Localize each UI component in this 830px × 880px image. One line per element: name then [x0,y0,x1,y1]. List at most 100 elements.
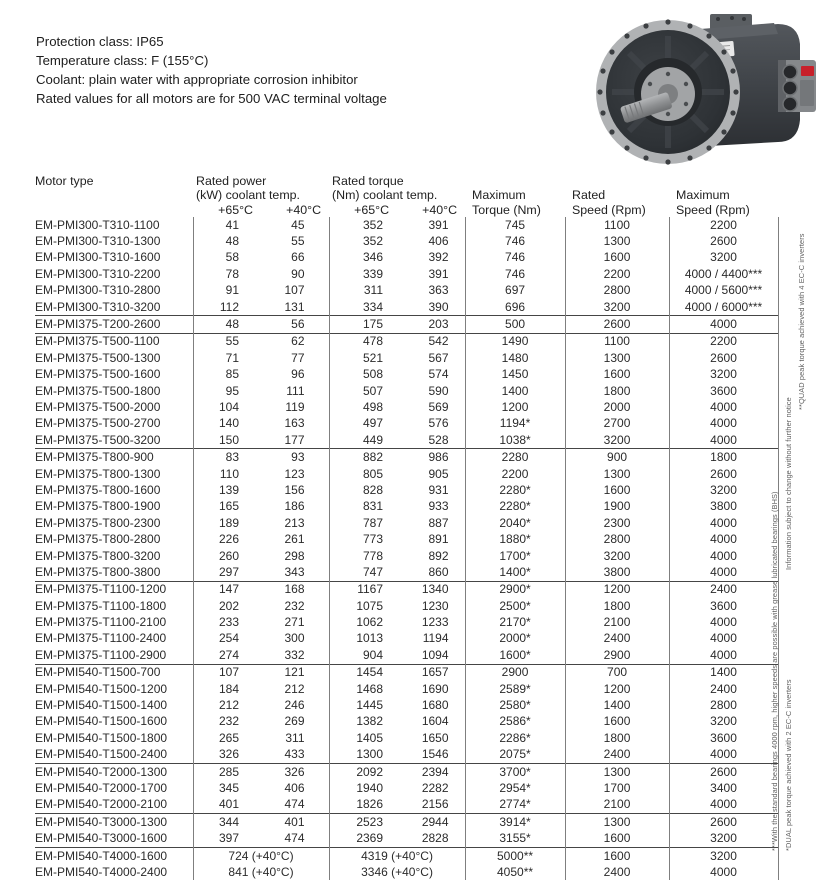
table-cell: 2800 [564,531,670,548]
col-header-power-coolant: (kW) coolant temp. [196,188,300,202]
table-row: EM-PMI375-T500-2700 140 163 497 576 1194* 2700… [35,415,779,433]
table-cell: 569 [428,399,449,414]
table-cell: 246 [284,698,305,713]
table-cell: 2900 [564,647,670,665]
table-cell: 107 [284,283,305,298]
table-cell: 1200 [564,580,670,598]
table-cell: 345 [192,780,261,797]
table-cell: 3600 [668,730,779,747]
table-cell: 497 [328,415,398,433]
table-row: EM-PMI375-T200-2600 48 56 175 203 500 2600 4000 [35,315,779,334]
col-header-max-torque-2: Torque (Nm) [472,203,541,217]
table-cell: 1094 [421,647,449,662]
col-header-torque-coolant: (Nm) coolant temp. [332,188,438,202]
table-cell: 2092 [328,762,398,781]
table-cell: 498 [328,399,398,416]
table-cell: 2400 [668,680,779,698]
table-cell: 1468 [328,680,398,698]
table-row: EM-PMI375-T500-2000 104 119 498 569 1200 2000 4… [35,399,779,416]
spec-table-header: Motor type Rated power Rated torque (kW)… [35,174,778,217]
table-cell: 1167 [328,580,398,598]
table-cell: EM-PMI540-T4000-2400 [35,864,168,879]
table-cell: 93 [261,448,330,466]
table-cell: EM-PMI540-T1500-1600 [35,714,168,729]
table-cell: 1900 [564,498,670,516]
table-cell: 406 [428,234,449,249]
table-cell: 78 [192,266,261,283]
table-cell: 696 [464,298,566,316]
table-cell: EM-PMI540-T4000-1600 [35,846,193,865]
table-cell: 123 [284,466,305,481]
table-cell: 2600 [668,813,779,831]
table-cell: EM-PMI375-T1100-1200 [35,580,193,598]
table-cell: EM-PMI375-T1100-2900 [35,647,167,662]
table-cell: 2280 [464,448,566,466]
table-row: EM-PMI375-T800-1900 165 186 831 933 2280* 1900… [35,498,779,516]
table-cell: 96 [291,367,305,382]
table-cell: 746 [464,266,566,283]
table-row: EM-PMI375-T500-1100 55 62 478 542 1490 1100 220… [35,332,779,351]
table-cell: 1600* [464,647,566,665]
table-cell: EM-PMI375-T500-2700 [35,416,161,431]
table-cell: 900 [564,448,670,466]
table-row: EM-PMI300-T310-2800 91 107 311 363 697 2800 400… [35,282,779,299]
table-cell: 260 [192,547,261,565]
table-cell: 3800 [564,564,670,582]
table-cell: EM-PMI375-T800-900 [35,448,193,466]
table-row: EM-PMI375-T500-1300 71 77 521 567 1480 1300 260… [35,350,779,367]
col-header-torque-40: +40°C [422,203,458,217]
table-cell: 3200 [668,482,779,499]
table-cell: 3200 [668,249,779,267]
table-cell: 1600 [564,482,670,499]
table-cell: 2600 [668,233,779,250]
spec-line-temperature-class: Temperature class: F (155°C) [36,53,209,68]
footnote-bearings: ***With the standard bearings 4000 rpm, … [770,491,779,851]
table-cell: 311 [328,282,398,299]
footnote-dual: *DUAL peak torque achieved with 2 EC-C i… [784,679,793,851]
table-cell: 2286* [464,730,566,747]
table-cell: 745 [464,217,566,234]
table-cell: EM-PMI375-T200-2600 [35,315,193,334]
table-cell: 882 [328,448,398,466]
table-cell: 1880* [464,531,566,548]
table-cell: 2200 [464,465,566,483]
table-cell: EM-PMI540-T1500-2400 [35,747,168,762]
table-row: EM-PMI375-T1100-2900 274 332 904 1094 1600* 29… [35,647,779,665]
spec-line-coolant: Coolant: plain water with appropriate co… [36,72,358,87]
table-cell: 1013 [328,630,398,648]
table-cell: 433 [284,747,305,762]
table-cell: 2200 [668,332,779,351]
table-cell: 95 [192,382,261,400]
table-cell: 391 [428,266,449,281]
footnote-quad: **QUAD peak torque achieved with 4 EC-C … [797,233,806,410]
table-cell: 2800 [564,282,670,299]
table-cell: 4000 / 6000*** [668,298,779,316]
table-cell: 4000 [668,614,779,631]
table-cell: EM-PMI540-T1500-700 [35,663,193,681]
motor-shaft [620,92,672,123]
table-cell: 213 [284,515,305,530]
table-cell: 274 [192,647,261,665]
table-cell: 500 [464,315,566,334]
table-cell: 747 [328,564,398,582]
table-cell: 2300 [564,515,670,532]
table-cell: 1604 [421,714,449,729]
table-cell: 202 [192,597,261,615]
table-row: EM-PMI375-T800-900 83 93 882 986 2280 900 1800 [35,448,779,466]
table-cell: 326 [261,762,330,781]
table-cell: 700 [564,663,670,681]
table-cell: 1062 [328,614,398,631]
table-cell: 150 [192,432,261,449]
table-cell: EM-PMI375-T800-3200 [35,548,161,563]
table-cell: 933 [428,499,449,514]
table-cell: 390 [428,299,449,314]
table-cell: 110 [192,465,261,483]
table-cell: 4000 / 5600*** [668,282,779,299]
table-cell: 2282 [421,780,449,795]
table-cell: 1600 [564,249,670,267]
col-header-torque-65: +65°C [354,203,390,217]
table-cell: 1826 [328,796,398,814]
table-cell: 1600 [564,830,670,848]
table-cell: 2400 [564,864,670,880]
table-cell: 478 [328,332,398,351]
